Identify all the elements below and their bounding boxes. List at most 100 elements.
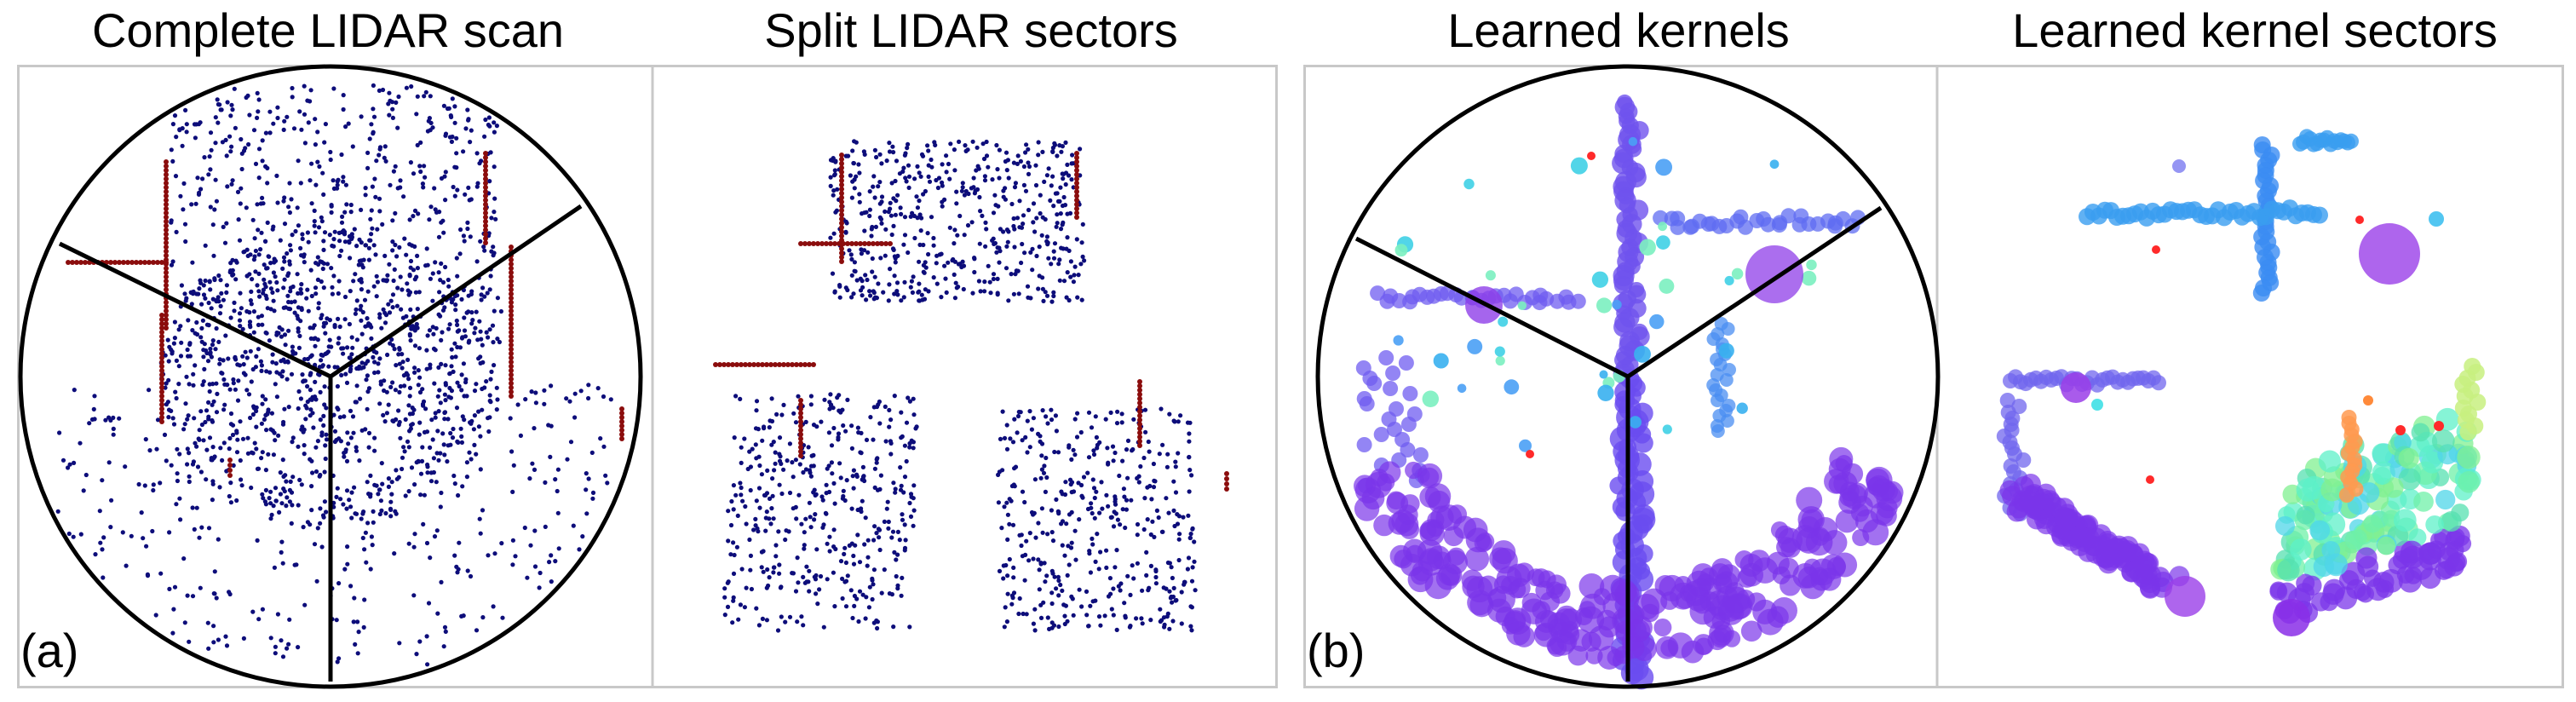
lidar-point: [312, 208, 317, 213]
sector-point: [1114, 548, 1119, 553]
lidar-point: [384, 278, 389, 283]
wall-point: [164, 260, 169, 265]
lidar-point: [217, 361, 222, 366]
lidar-point: [383, 510, 388, 516]
sector-point: [1033, 535, 1038, 540]
sector-point: [857, 170, 862, 176]
lidar-point: [443, 398, 448, 403]
lidar-point: [109, 498, 114, 503]
wall-point: [509, 283, 514, 288]
sector-point: [1052, 241, 1058, 246]
sector-point: [1036, 140, 1041, 145]
sector-point: [857, 199, 862, 204]
lidar-point: [208, 287, 213, 292]
lidar-point: [428, 362, 433, 367]
lidar-point: [273, 486, 279, 491]
lidar-point: [237, 238, 243, 243]
kernel-point: [1806, 259, 1817, 271]
sector-point: [907, 624, 912, 630]
lidar-point: [267, 496, 272, 501]
sector-point: [1012, 484, 1017, 489]
lidar-point: [313, 469, 319, 475]
lidar-point: [309, 161, 314, 166]
sector-point: [832, 501, 837, 506]
sector-point: [775, 628, 781, 633]
lidar-point: [396, 94, 401, 100]
sector-point: [1031, 556, 1036, 561]
sector-point: [1072, 528, 1078, 533]
sector-point: [1049, 299, 1055, 304]
wall-point: [1074, 164, 1079, 169]
lidar-point: [329, 266, 334, 271]
sector-point: [1023, 150, 1028, 155]
sector-point: [1084, 613, 1090, 618]
lidar-point: [212, 277, 217, 283]
lidar-point: [210, 338, 216, 343]
kernel-sector-point: [2431, 429, 2455, 452]
sector-point: [1024, 538, 1029, 544]
title-complete-lidar-scan: Complete LIDAR scan: [91, 3, 564, 57]
sector-point: [1012, 227, 1017, 232]
lidar-point: [344, 202, 349, 207]
lidar-point: [190, 260, 195, 265]
lidar-point: [532, 564, 538, 569]
sector-point: [1063, 181, 1068, 187]
wall-point: [777, 362, 782, 367]
wall-point: [1137, 422, 1142, 427]
lidar-point: [227, 446, 232, 452]
sector-point: [1102, 613, 1107, 619]
sector-point: [1020, 489, 1026, 494]
kernel-sector-point: [1999, 393, 2015, 408]
sector-point: [1069, 509, 1074, 515]
sector-point: [738, 396, 743, 401]
sector-point: [763, 528, 768, 533]
sector-point: [1186, 555, 1192, 561]
lidar-point: [423, 406, 428, 411]
lidar-point: [274, 394, 279, 400]
learned-kernel-sectors-plot: [1996, 129, 2487, 636]
sector-point: [1062, 203, 1068, 208]
sector-point: [926, 148, 931, 153]
sector-point: [722, 595, 727, 600]
lidar-point: [204, 408, 210, 413]
sector-point: [771, 570, 776, 575]
lidar-point: [455, 380, 460, 385]
sector-point: [1030, 268, 1035, 273]
lidar-point: [249, 302, 254, 307]
lidar-point: [272, 260, 277, 265]
lidar-point: [365, 289, 371, 294]
lidar-point: [348, 256, 353, 261]
sector-point: [807, 568, 812, 573]
sector-point: [771, 516, 776, 521]
wall-point: [743, 362, 748, 367]
lidar-point: [270, 352, 275, 357]
sector-point: [1031, 621, 1036, 626]
lidar-point: [183, 401, 188, 406]
sector-point: [1044, 414, 1049, 419]
kernel-point: [1535, 580, 1555, 601]
wall-point: [839, 233, 844, 239]
kernel-point: [1737, 568, 1757, 588]
kernel-point: [1492, 548, 1518, 574]
lidar-point: [235, 398, 241, 403]
sector-point: [1091, 448, 1096, 453]
lidar-point: [586, 395, 591, 401]
sector-point: [1149, 497, 1154, 502]
sector-point: [804, 564, 809, 569]
lidar-point: [393, 164, 398, 169]
sector-point: [1005, 537, 1010, 543]
lidar-point: [327, 318, 332, 323]
lidar-point: [281, 127, 286, 132]
sector-point: [940, 180, 945, 185]
lidar-point: [362, 597, 367, 602]
wall-point: [164, 159, 169, 164]
kernel-point: [1373, 427, 1389, 442]
lidar-point: [397, 389, 402, 394]
lidar-point: [462, 239, 467, 244]
lidar-point: [383, 158, 388, 164]
lidar-point: [460, 484, 465, 489]
lidar-point: [263, 468, 268, 473]
lidar-point: [315, 277, 320, 282]
lidar-point: [388, 384, 394, 389]
wall-point: [138, 260, 143, 265]
